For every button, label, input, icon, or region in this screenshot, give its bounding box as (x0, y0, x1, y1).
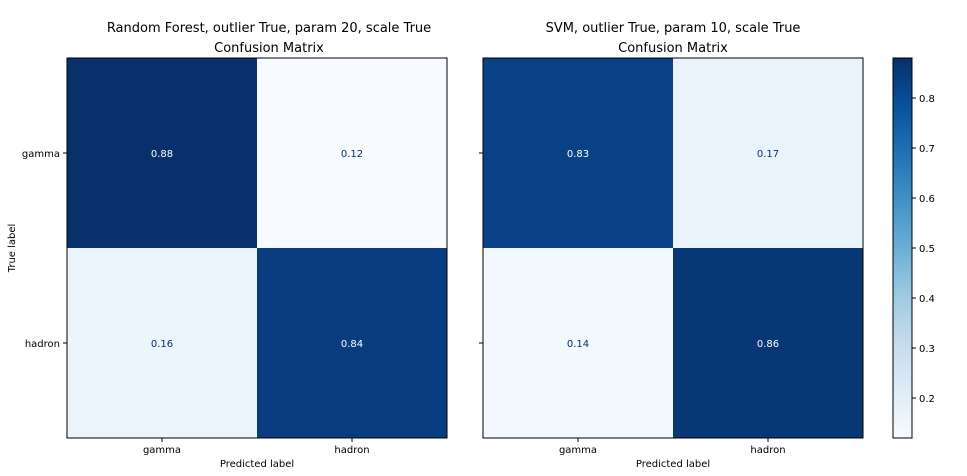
heatmap-cell (673, 58, 863, 248)
x-axis-label: Predicted label (220, 459, 294, 470)
heatmap-cells: 0.88 0.12 0.16 0.84 (67, 58, 447, 438)
cell-value-label: 0.84 (341, 339, 363, 350)
heatmap-cell (483, 248, 673, 438)
cell-value-label: 0.14 (567, 339, 589, 350)
heatmap-cell (673, 248, 863, 438)
y-axis-ticks (479, 152, 483, 344)
colorbar-tick-label: 0.6 (919, 194, 935, 205)
cell-value-label: 0.17 (757, 149, 779, 160)
cell-value-label: 0.83 (567, 149, 589, 160)
colorbar-gradient (892, 57, 913, 439)
plot-frame (482, 57, 864, 439)
colorbar-tick-label: 0.2 (919, 394, 935, 405)
x-tick-label: hadron (750, 445, 785, 456)
colorbar-ticks: 0.2 0.3 0.4 0.5 0.6 0.7 0.8 (912, 94, 935, 405)
heatmap-cell (67, 58, 257, 248)
plot-frame (66, 57, 448, 439)
heatmap-cells: 0.83 0.17 0.14 0.86 (483, 58, 863, 438)
cell-value-label: 0.16 (151, 339, 173, 350)
cell-value-label: 0.88 (151, 149, 173, 160)
colorbar-tick-label: 0.5 (919, 244, 935, 255)
colorbar-tick-label: 0.4 (919, 294, 935, 305)
colorbar-tick-label: 0.7 (919, 144, 935, 155)
y-tick-label: hadron (25, 339, 60, 350)
chart-title-line-2: Confusion Matrix (214, 41, 324, 56)
chart-random-forest: Random Forest, outlier True, param 20, s… (7, 21, 448, 470)
x-tick-label: gamma (559, 445, 597, 456)
x-tick-label: hadron (334, 445, 369, 456)
cell-value-label: 0.86 (757, 339, 779, 350)
chart-title-line-1: SVM, outlier True, param 10, scale True (546, 21, 801, 36)
chart-title-line-1: Random Forest, outlier True, param 20, s… (107, 21, 431, 36)
heatmap-cell (257, 58, 447, 248)
x-axis-ticks: gamma hadron (559, 438, 786, 456)
heatmap-cell (483, 58, 673, 248)
y-axis-label: True label (7, 224, 18, 274)
chart-title-line-2: Confusion Matrix (618, 41, 728, 56)
x-axis-ticks: gamma hadron (143, 438, 370, 456)
x-tick-label: gamma (143, 445, 181, 456)
colorbar-tick-label: 0.8 (919, 94, 935, 105)
y-axis-ticks: gamma hadron (22, 149, 67, 350)
colorbar: 0.2 0.3 0.4 0.5 0.6 0.7 0.8 (892, 57, 935, 439)
colorbar-tick-label: 0.3 (919, 344, 935, 355)
y-tick-label: gamma (22, 149, 60, 160)
heatmap-cell (67, 248, 257, 438)
chart-svm: SVM, outlier True, param 10, scale True … (479, 21, 864, 470)
heatmap-cell (257, 248, 447, 438)
x-axis-label: Predicted label (636, 459, 710, 470)
cell-value-label: 0.12 (341, 149, 363, 160)
